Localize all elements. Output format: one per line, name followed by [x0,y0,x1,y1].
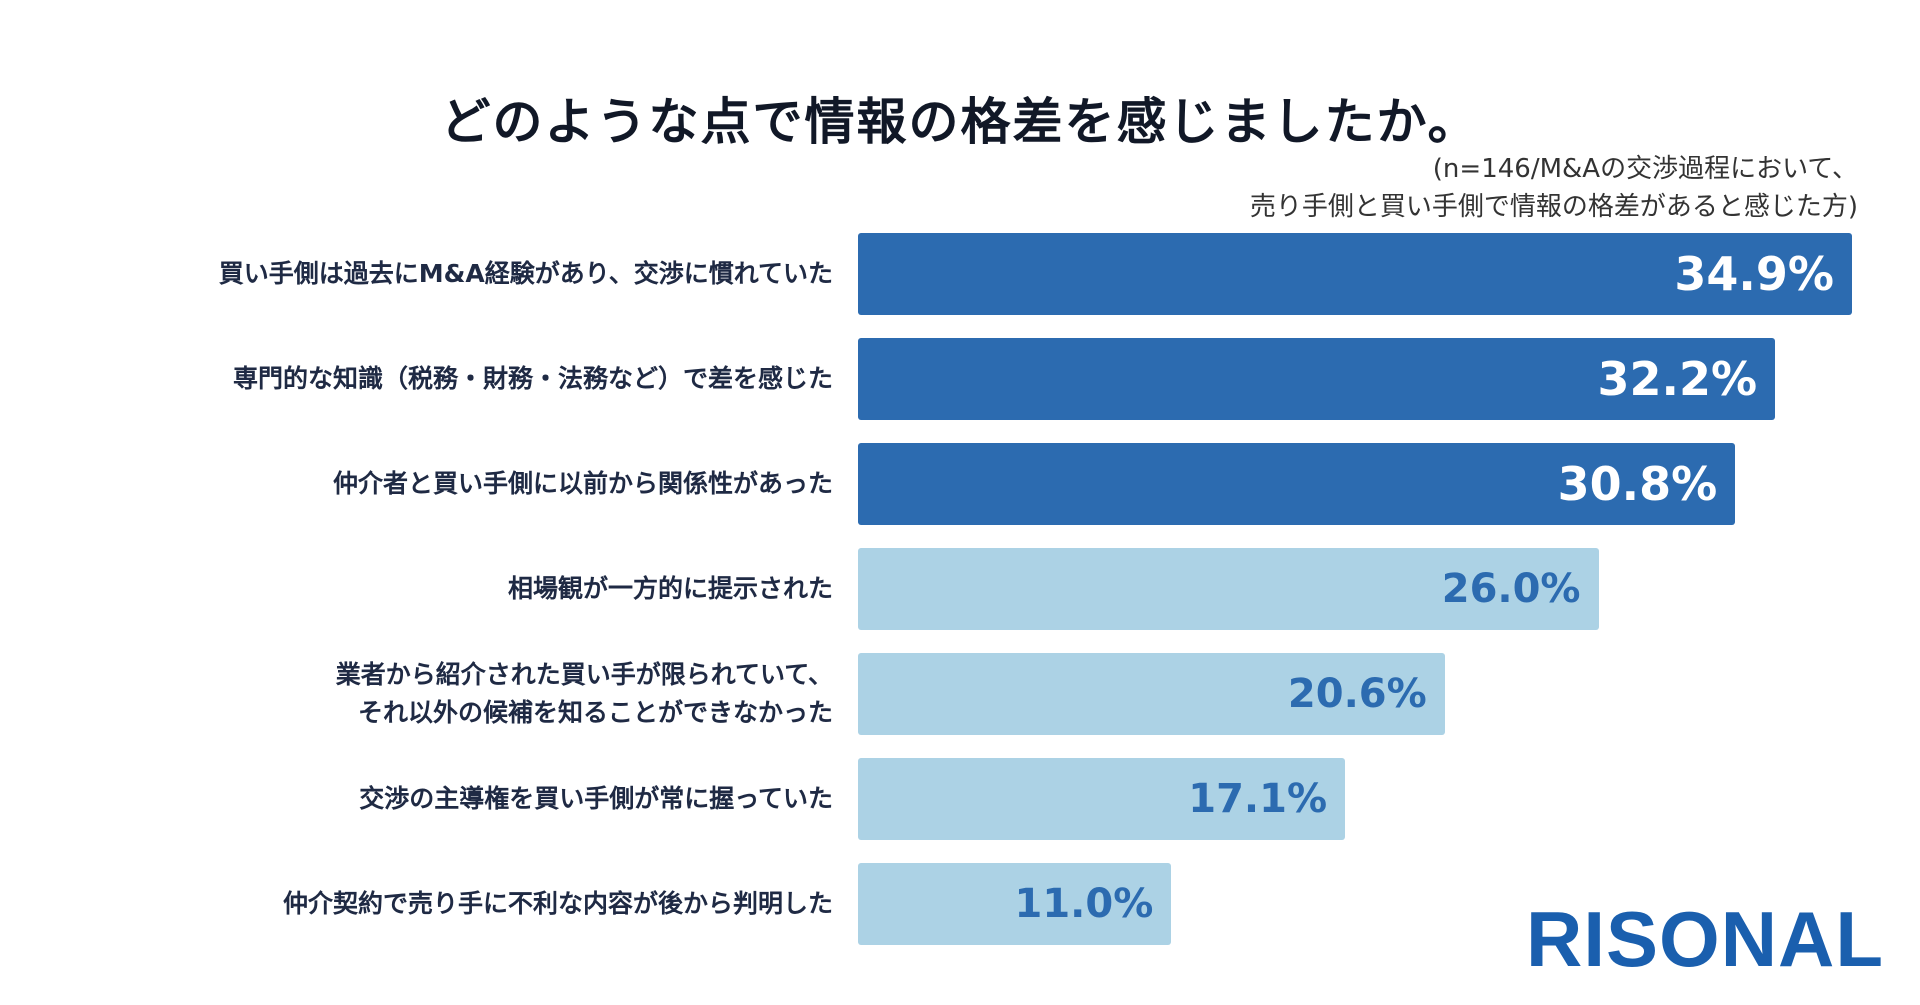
bar-value-label-6: 17.1% [1188,776,1328,822]
bar-value-label-1: 34.9% [1674,247,1834,301]
category-label-6: 交渉の主導権を買い手側が常に握っていた [359,780,833,818]
bar-2: 32.2% [858,338,1776,420]
category-label-1-line-1: 買い手側は過去にM&A経験があり、交渉に慣れていた [218,259,833,288]
category-label-5-line-2: それ以外の候補を知ることができなかった [357,698,833,727]
category-label-4-line-1: 相場観が一方的に提示された [507,574,833,603]
bar-6: 17.1% [858,758,1346,840]
category-label-1: 買い手側は過去にM&A経験があり、交渉に慣れていた [219,255,833,293]
bar-value-label-2: 32.2% [1597,352,1758,406]
bar-3: 30.8% [858,443,1736,525]
sample-note-line-2: 売り手側と買い手側で情報の格差があると感じた方) [1249,192,1858,222]
category-label-7-line-1: 仲介契約で売り手に不利な内容が後から判明した [282,889,833,918]
sample-note-line-1: (n=146/M&Aの交渉過程において、 [1432,154,1858,184]
category-label-6-line-1: 交渉の主導権を買い手側が常に握っていた [359,784,833,813]
bar-value-label-3: 30.8% [1557,457,1718,511]
chart-title: どのような点で情報の格差を感じましたか。 [440,93,1480,151]
category-label-5: 業者から紹介された買い手が限られていて、それ以外の候補を知ることができなかった [336,656,833,732]
bar-value-label-5: 20.6% [1287,671,1427,717]
bar-4: 26.0% [858,548,1599,630]
category-label-2-line-1: 専門的な知識（税務・財務・法務など）で差を感じた [232,364,833,393]
category-label-5-line-1: 業者から紹介された買い手が限られていて、 [335,660,833,689]
sample-note: (n=146/M&Aの交渉過程において、 売り手側と買い手側で情報の格差があると… [1250,150,1858,226]
bar-5: 20.6% [858,653,1445,735]
bar-1: 34.9% [858,233,1852,315]
category-label-3-line-1: 仲介者と買い手側に以前から関係性があった [332,469,833,498]
category-label-7: 仲介契約で売り手に不利な内容が後から判明した [283,885,833,923]
category-label-2: 専門的な知識（税務・財務・法務など）で差を感じた [233,360,833,398]
category-label-4: 相場観が一方的に提示された [508,570,833,608]
bar-value-label-7: 11.0% [1014,881,1154,927]
bar-value-label-4: 26.0% [1441,566,1581,612]
category-label-3: 仲介者と買い手側に以前から関係性があった [333,465,833,503]
risonal-logo: RISONAL [1526,895,1884,983]
bar-7: 11.0% [858,863,1172,945]
